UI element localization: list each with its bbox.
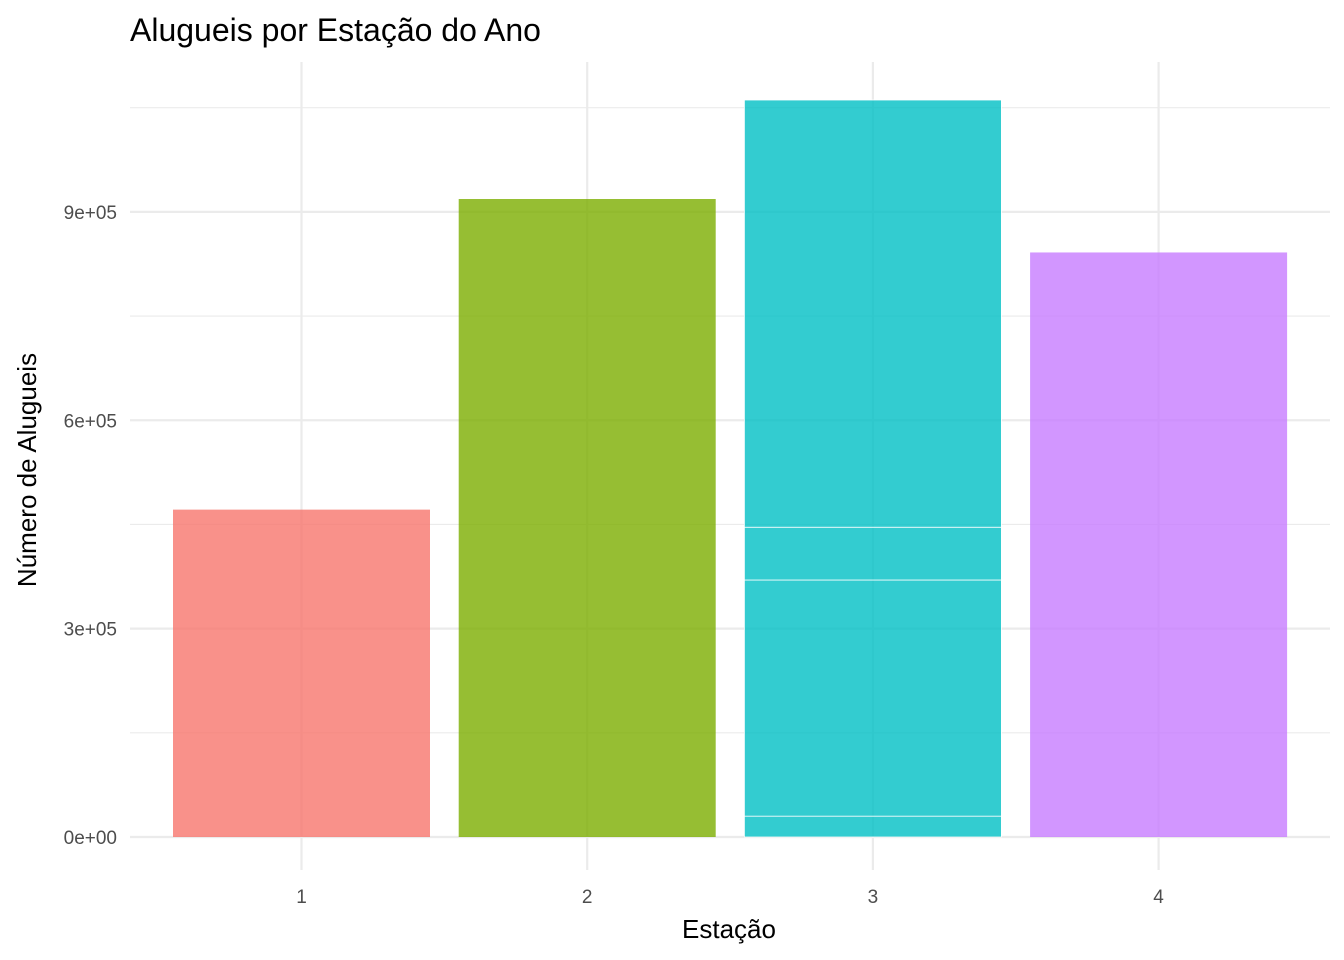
- x-tick-label: 3: [868, 887, 879, 908]
- bar-4: [1030, 252, 1288, 837]
- y-tick-label: 3e+05: [64, 620, 117, 641]
- bar-3-segment-2: [744, 579, 1002, 817]
- y-tick-label: 6e+05: [64, 411, 117, 432]
- bar-2: [458, 199, 716, 838]
- bar-3-segment-3: [744, 526, 1002, 581]
- x-tick-label: 1: [296, 887, 307, 908]
- y-axis-title: Número de Alugueis: [12, 353, 42, 587]
- chart-title: Alugueis por Estação do Ano: [130, 12, 541, 48]
- bar-1: [173, 509, 430, 837]
- bar-3-segment-1: [744, 815, 1002, 838]
- axis-ticks: 0e+00 3e+05 6e+05 9e+05 1 2 3 4: [64, 203, 1165, 908]
- y-tick-label: 9e+05: [64, 203, 117, 224]
- x-tick-label: 4: [1153, 887, 1164, 908]
- x-tick-label: 2: [582, 887, 593, 908]
- x-axis-title: Estação: [682, 914, 776, 944]
- bars: [173, 99, 1288, 838]
- bar-3-segment-4: [744, 99, 1002, 528]
- y-tick-label: 0e+00: [64, 828, 117, 849]
